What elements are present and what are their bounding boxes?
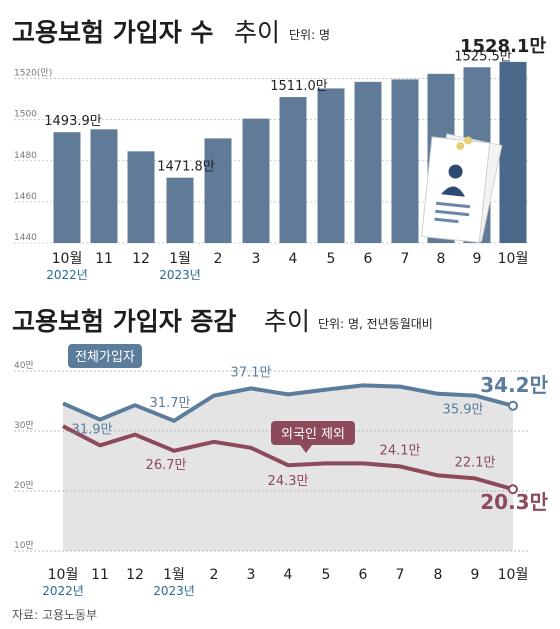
line-x-tick-label: 2 <box>210 567 219 583</box>
line-chart-title-suffix: 추이 <box>264 307 310 336</box>
excl-foreign-series-tag-label: 외국인 제외 <box>281 427 345 442</box>
line-x-tick-label: 9 <box>471 567 480 583</box>
bar-chart-title-suffix: 추이 <box>234 18 280 47</box>
line-y-tick-label: 20만 <box>14 480 34 491</box>
bar <box>354 81 382 243</box>
bar-chart-title: 고용보험 가입자 수 <box>12 18 213 47</box>
line-x-tick-label: 5 <box>322 567 331 583</box>
bar-x-tick-label: 7 <box>401 251 410 267</box>
excl-foreign-series-tag-box <box>271 421 355 445</box>
bar-data-label: 1525.5만 <box>454 49 511 64</box>
excl-foreign-series-data-label: 24.1만 <box>380 443 421 458</box>
excl-foreign-series-tag-pointer <box>300 445 312 453</box>
excl-foreign-series-line <box>62 424 514 492</box>
bar-x-tick-label: 2 <box>214 251 223 267</box>
bar-x-tick-label: 10월 <box>498 251 529 267</box>
bar-y-tick-label: 1440 <box>14 233 37 243</box>
document-line <box>434 217 459 224</box>
total-series-data-label: 34.2만 <box>480 373 548 397</box>
line-x-tick-label: 10월 <box>498 567 529 583</box>
line-x-tick-label: 6 <box>359 567 368 583</box>
bar-chart-unit: 단위: 명 <box>289 28 330 42</box>
bar-x-tick-label: 12 <box>132 251 150 267</box>
bar <box>242 118 270 243</box>
line-year-label: 2022년 <box>42 584 84 598</box>
line-x-tick-label: 12 <box>126 567 144 583</box>
line-chart-unit: 단위: 명, 전년동월대비 <box>318 317 433 331</box>
bar-data-label: 1471.8만 <box>157 160 214 175</box>
bar-data-label: 1528.1만 <box>460 36 546 57</box>
total-series-data-label: 35.9만 <box>443 403 484 418</box>
total-series-end-point <box>508 400 518 411</box>
bar-y-tick-label: 1500 <box>14 110 37 120</box>
pin-icon <box>456 141 465 150</box>
bar-data-label: 1493.9만 <box>44 114 101 129</box>
line-chart-title: 고용보험 가입자 증감 <box>12 307 236 336</box>
bar <box>391 79 419 243</box>
bar <box>90 129 118 243</box>
total-series-data-label: 31.9만 <box>72 423 113 438</box>
bar-data-label: 1511.0만 <box>270 79 327 94</box>
pin-icon <box>464 136 473 145</box>
source-note: 자료: 고용노동부 <box>12 608 97 622</box>
excl-foreign-series-data-label: 26.7만 <box>146 458 187 473</box>
bar-year-label: 2022년 <box>46 268 88 282</box>
bar <box>317 88 345 243</box>
total-series-tag: 전체가입자 <box>68 344 142 368</box>
line-y-tick-label: 10만 <box>14 540 34 551</box>
bar-y-tick-label: 1520(만) <box>14 68 52 79</box>
bar-x-tick-label: 5 <box>327 251 336 267</box>
total-series-tag-box <box>68 344 142 368</box>
excl-foreign-series-data-label: 20.3만 <box>480 490 548 514</box>
line-y-tick-label: 40만 <box>14 360 34 371</box>
bar-chart: 1440 1460 1480 1500 1520(만) 1493.9만 1471.8만 151… <box>14 36 546 282</box>
total-series-line <box>62 383 514 423</box>
line-x-tick-label: 4 <box>284 567 293 583</box>
document-line <box>435 209 470 217</box>
bar <box>53 132 81 243</box>
bar-y-tick-label: 1460 <box>14 192 37 202</box>
total-series-area <box>63 385 513 551</box>
document-line <box>435 201 471 209</box>
bar-y-tick-label: 1480 <box>14 151 37 161</box>
total-series-data-label: 37.1만 <box>231 365 272 380</box>
bar <box>127 151 155 243</box>
line-x-tick-label: 11 <box>91 567 109 583</box>
line-y-tick-label: 30만 <box>14 420 34 431</box>
excl-foreign-series-data-label: 24.3만 <box>268 474 309 489</box>
bar <box>279 97 307 243</box>
bar-x-tick-label: 1월 <box>169 251 191 267</box>
bar-x-tick-label: 8 <box>437 251 446 267</box>
bar <box>499 61 527 244</box>
line-x-tick-label: 8 <box>434 567 443 583</box>
excl-foreign-series-tag: 외국인 제외 <box>271 421 355 453</box>
excl-foreign-series-end-point <box>508 484 518 495</box>
person-head-icon <box>448 164 463 179</box>
bar <box>166 177 194 243</box>
line-x-tick-label: 1월 <box>163 567 185 583</box>
excl-foreign-series-data-label: 22.1만 <box>455 455 496 470</box>
line-x-tick-label: 10월 <box>48 567 79 583</box>
line-x-tick-label: 3 <box>247 567 256 583</box>
total-series-tag-label: 전체가입자 <box>75 350 135 365</box>
total-series-data-label: 31.7만 <box>150 396 191 411</box>
document-front <box>421 136 491 244</box>
bar-year-label: 2023년 <box>159 268 201 282</box>
document-illustration <box>421 133 503 244</box>
bar-x-tick-label: 4 <box>289 251 298 267</box>
bar-x-tick-label: 9 <box>473 251 482 267</box>
line-year-label: 2023년 <box>153 584 195 598</box>
bar <box>204 138 232 243</box>
person-body-icon <box>441 186 465 197</box>
bar-x-tick-label: 10월 <box>52 251 83 267</box>
bar-x-tick-label: 11 <box>95 251 113 267</box>
bar-x-tick-label: 6 <box>364 251 373 267</box>
line-x-tick-label: 7 <box>396 567 405 583</box>
bar-x-tick-label: 3 <box>252 251 261 267</box>
